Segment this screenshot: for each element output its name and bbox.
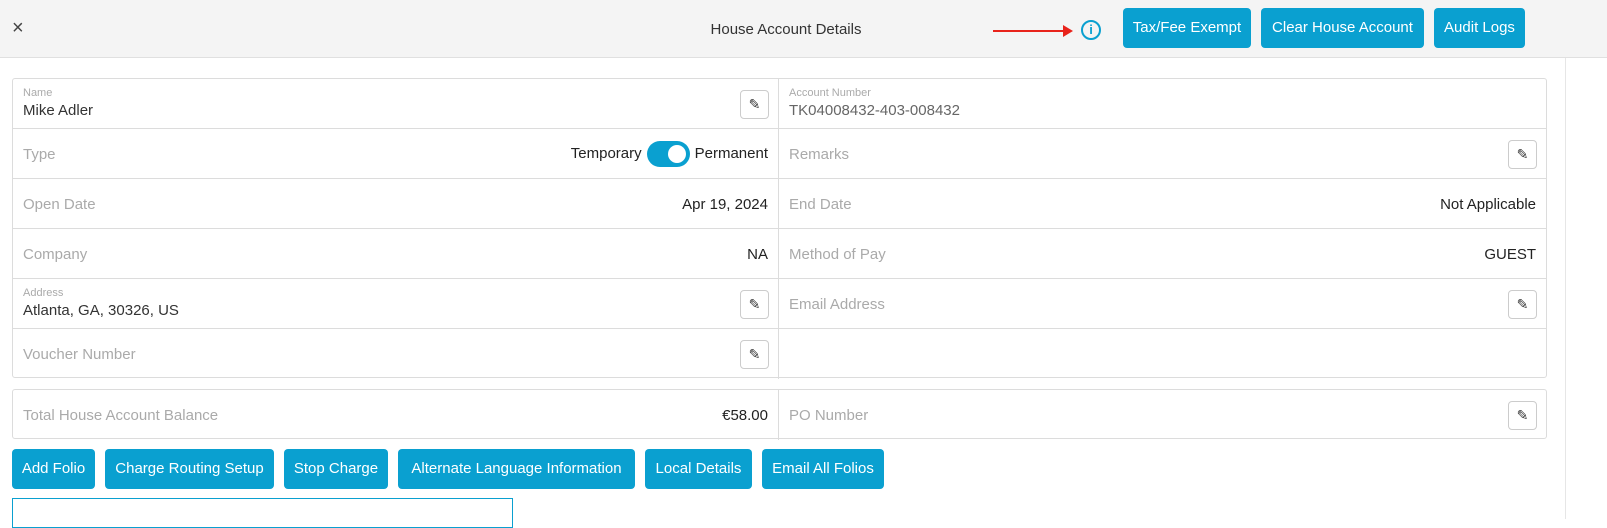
po-number-label: PO Number [789,407,869,424]
local-details-button[interactable]: Local Details [645,449,752,489]
email-label: Email Address [789,296,885,313]
edit-remarks-button[interactable]: ✎ [1508,140,1537,169]
type-toggle[interactable] [646,141,690,167]
page-title: House Account Details [710,21,862,38]
edit-name-button[interactable]: ✎ [740,90,769,119]
info-icon[interactable]: i [1081,20,1101,40]
voucher-label: Voucher Number [23,346,136,363]
address-value: Atlanta, GA, 30326, US [23,302,179,319]
row-type: Type Temporary Permanent Remarks ✎ [13,129,1546,179]
charge-routing-setup-button[interactable]: Charge Routing Setup [105,449,274,489]
name-label: Name [23,87,53,99]
edit-po-number-button[interactable]: ✎ [1508,401,1537,430]
folio-panel [12,498,513,528]
edit-address-button[interactable]: ✎ [740,290,769,319]
email-all-folios-button[interactable]: Email All Folios [762,449,884,489]
add-folio-button[interactable]: Add Folio [12,449,95,489]
temporary-label: Temporary [570,144,642,162]
row-name: Name Mike Adler ✎ Account Number TK04008432… [13,79,1546,129]
type-label: Type [23,146,56,163]
type-toggle-group: Temporary Permanent [571,141,768,167]
remarks-label: Remarks [789,146,850,163]
row-dates: Open Date Apr 19, 2024 End Date Not Applic… [13,179,1546,229]
company-label: Company [23,246,88,263]
tax-fee-exempt-button[interactable]: Tax/Fee Exempt [1123,8,1251,48]
header: × House Account Details i Tax/Fee Exempt… [0,0,1607,58]
address-label: Address [23,287,64,299]
alternate-language-button[interactable]: Alternate Language Information [398,449,635,489]
row-voucher: Voucher Number ✎ [13,329,1546,379]
open-date-value: Apr 19, 2024 [682,196,768,213]
open-date-label: Open Date [23,196,96,213]
details-card: Name Mike Adler ✎ Account Number TK04008432… [12,78,1547,379]
scrollbar[interactable] [1565,58,1607,519]
balance-label: Total House Account Balance [23,407,219,424]
name-value: Mike Adler [23,102,94,119]
edit-email-button[interactable]: ✎ [1508,290,1537,319]
stop-charge-button[interactable]: Stop Charge [284,449,388,489]
balance-value: €58.00 [722,407,768,424]
end-date-label: End Date [789,196,852,213]
balance-card: Total House Account Balance €58.00 PO Num… [12,389,1547,440]
clear-house-account-button[interactable]: Clear House Account [1261,8,1424,48]
annotation-arrow [993,25,1073,37]
audit-logs-button[interactable]: Audit Logs [1434,8,1525,48]
account-number-value: TK04008432-403-008432 [789,102,960,119]
edit-voucher-button[interactable]: ✎ [740,340,769,369]
method-of-pay-label: Method of Pay [789,246,886,263]
permanent-label: Permanent [694,144,768,162]
account-number-label: Account Number [789,87,871,99]
end-date-value: Not Applicable [1440,196,1536,213]
close-icon[interactable]: × [12,17,24,39]
method-of-pay-value: GUEST [1484,246,1536,263]
row-address: Address Atlanta, GA, 30326, US ✎ Email Add… [13,279,1546,329]
row-company: Company NA Method of Pay GUEST [13,229,1546,279]
company-value: NA [747,246,768,263]
